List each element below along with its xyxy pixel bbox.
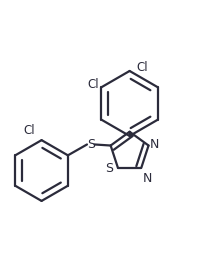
Text: S: S [105, 162, 113, 175]
Text: N: N [143, 172, 152, 185]
Text: Cl: Cl [24, 124, 35, 137]
Text: Cl: Cl [88, 78, 99, 91]
Text: N: N [150, 138, 160, 151]
Text: Cl: Cl [136, 61, 147, 74]
Text: S: S [87, 138, 95, 151]
